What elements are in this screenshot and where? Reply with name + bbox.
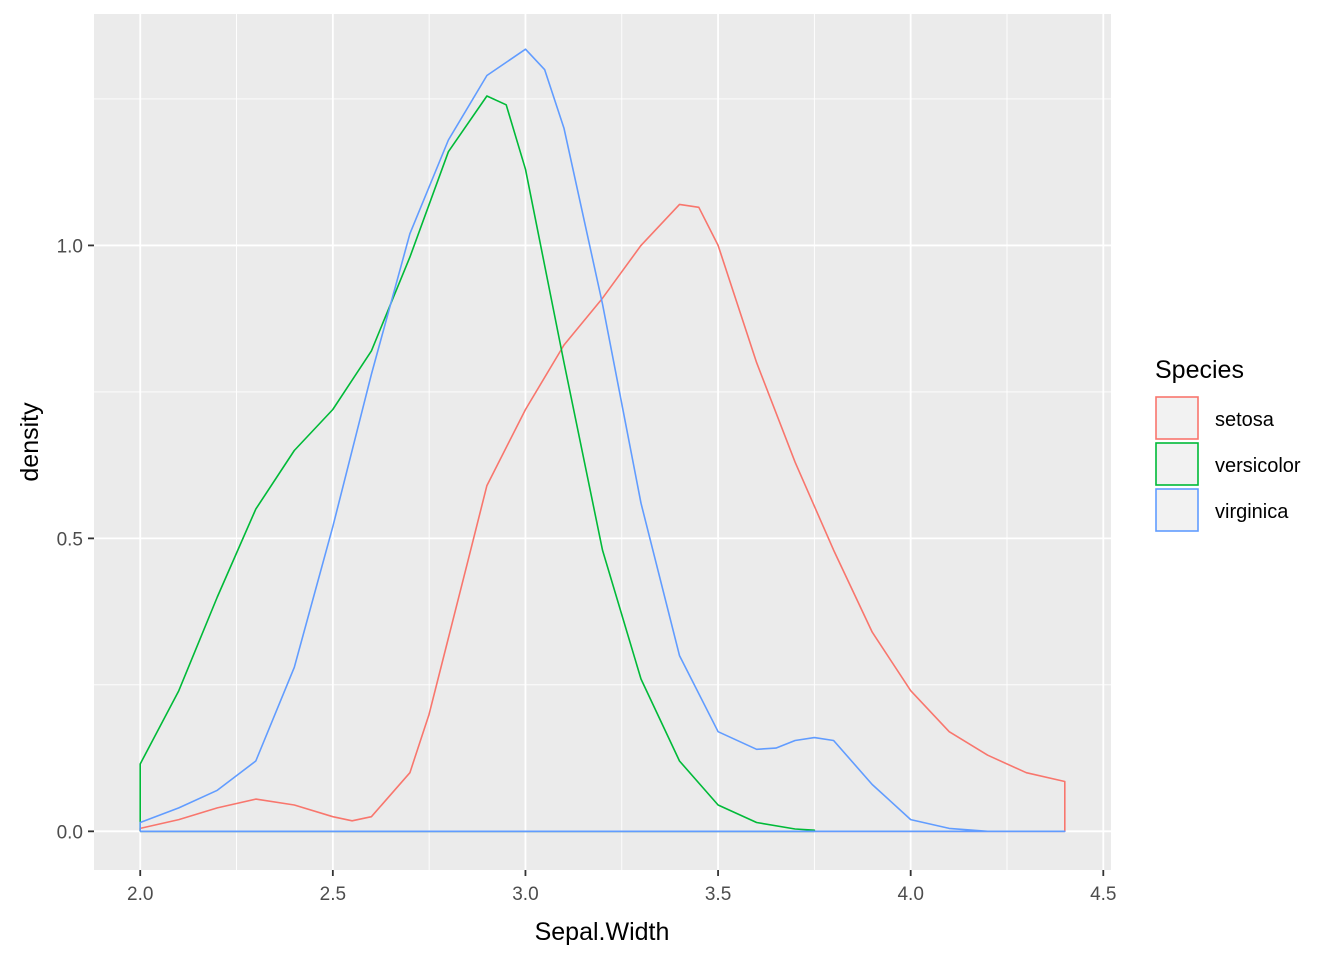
y-tick-label: 0.0 (57, 822, 83, 843)
y-tick-label: 0.5 (57, 529, 83, 550)
legend: Species setosa versicolor virginica (1155, 356, 1301, 532)
x-tick-label: 2.5 (320, 884, 346, 905)
series-versicolor-line (139, 95, 816, 833)
legend-key-versicolor (1155, 442, 1199, 486)
plot-panel (94, 14, 1111, 870)
x-tick-label: 3.5 (705, 884, 731, 905)
legend-label-virginica: virginica (1215, 501, 1289, 523)
y-axis-title: density (16, 402, 44, 482)
x-tick-label: 4.0 (897, 884, 923, 905)
legend-key-setosa (1155, 396, 1199, 440)
x-tick-label: 2.0 (127, 884, 153, 905)
y-axis: 0.0 0.5 1.0 (57, 236, 94, 843)
x-tick-label: 4.5 (1090, 884, 1116, 905)
x-tick-label: 3.0 (512, 884, 538, 905)
legend-label-setosa: setosa (1215, 409, 1275, 431)
grid-minor (94, 14, 1111, 870)
legend-key-virginica (1155, 488, 1199, 532)
x-axis: 2.0 2.5 3.0 3.5 4.0 4.5 (127, 870, 1117, 905)
series-setosa-line (139, 203, 1066, 833)
x-axis-title: Sepal.Width (535, 918, 670, 946)
series-layer (139, 48, 1066, 833)
y-tick-label: 1.0 (57, 236, 83, 257)
legend-label-versicolor: versicolor (1215, 455, 1301, 477)
series-virginica-line (139, 48, 1066, 833)
legend-title: Species (1155, 356, 1244, 384)
